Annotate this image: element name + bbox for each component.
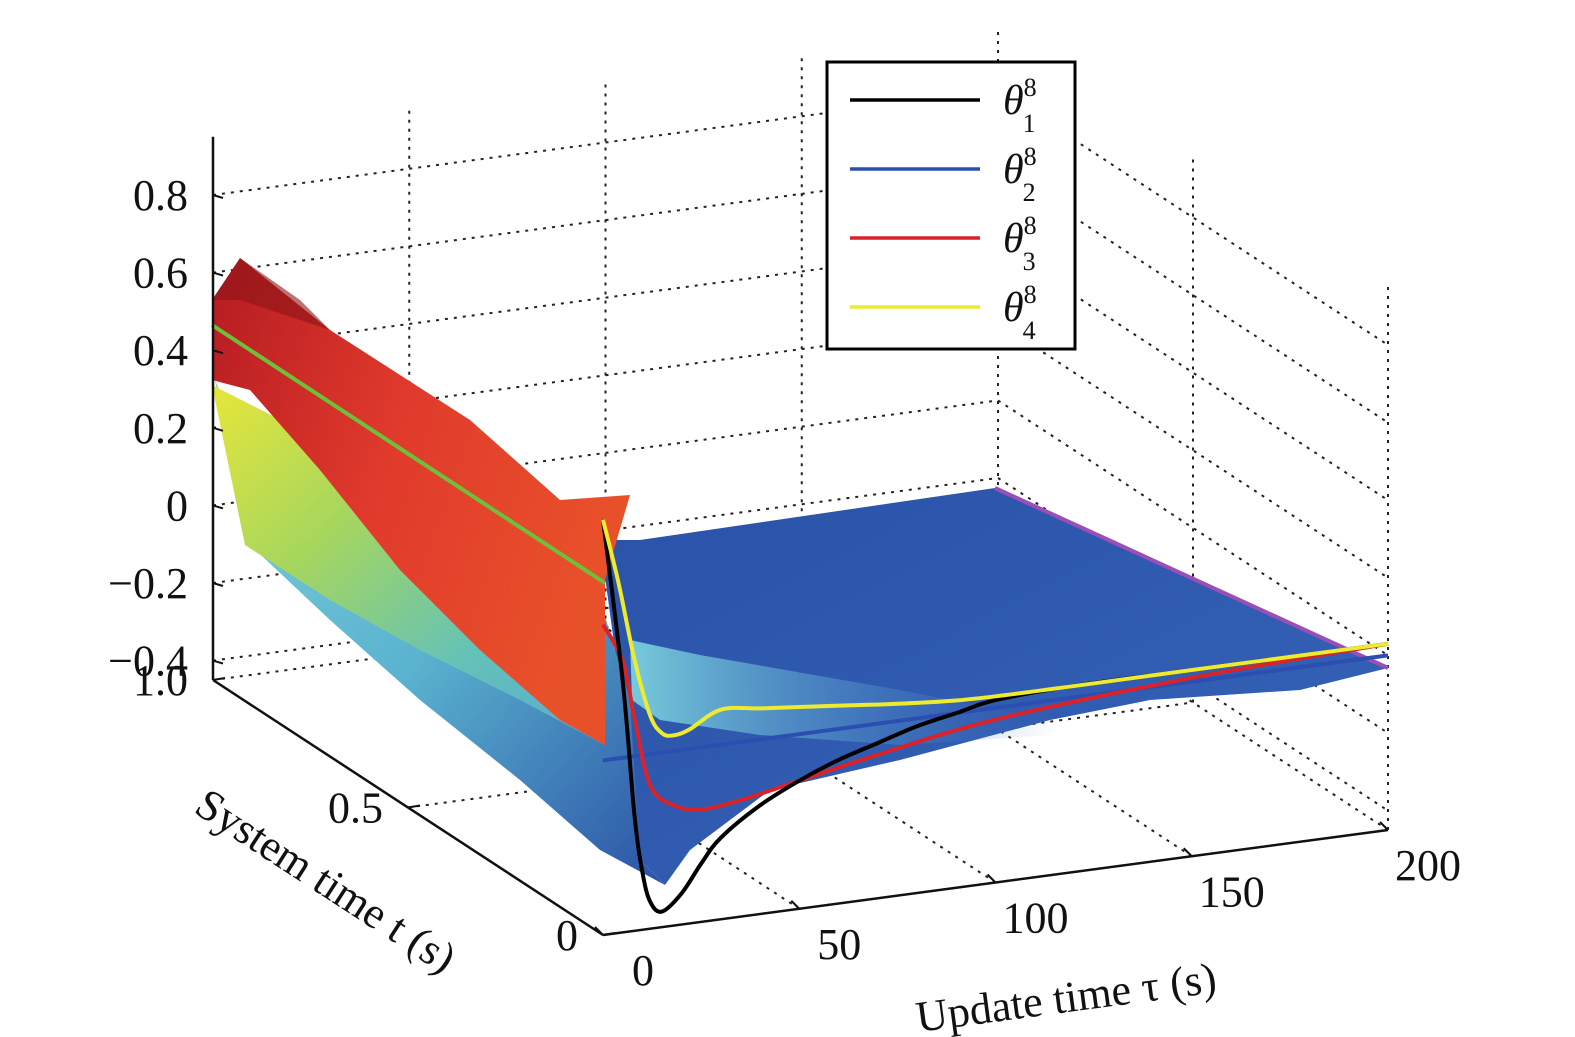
surface-ridge-line (210, 323, 607, 585)
series-line-3 (601, 623, 1389, 812)
y-tick-mark-1 (407, 804, 421, 809)
x-tick-label-1: 50 (817, 920, 861, 969)
surface-glow-ridge (630, 640, 1060, 745)
z-tick-label-6: 0.8 (133, 171, 188, 220)
x-tick-mark-1 (790, 900, 800, 910)
y-tick-label-2: 1.0 (133, 656, 188, 705)
x-tick-label-3: 150 (1199, 867, 1265, 916)
series-line-4 (601, 519, 1389, 738)
y-axis-label: System time t (s) (187, 779, 465, 983)
surface-back-edge (994, 486, 1389, 670)
x-tick-mark-3 (1183, 847, 1193, 857)
z-tick-mark-4 (212, 349, 224, 355)
z-tick-label-1: −0.2 (108, 559, 188, 608)
z-tick-mark-0 (212, 659, 224, 665)
x-tick-mark-4 (1379, 821, 1389, 831)
legend-label-2: θ8 2 (1003, 142, 1037, 207)
y-tick-label-1: 0.5 (328, 784, 383, 833)
legend-label-4: θ8 4 (1003, 280, 1037, 345)
z-tick-mark-3 (212, 426, 224, 432)
x-tick-label-4: 200 (1395, 841, 1461, 890)
surface-patch (210, 258, 1389, 885)
x-tick-label-2: 100 (1003, 894, 1069, 943)
grid-line-z-3 (212, 321, 1389, 579)
z-tick-label-4: 0.4 (133, 326, 188, 375)
grid-line-z-5 (212, 166, 1389, 424)
z-tick-mark-6 (212, 194, 224, 199)
y-tick-mark-0 (602, 932, 616, 936)
z-tick-label-5: 0.6 (133, 249, 188, 298)
x-tick-label-0: 0 (632, 946, 654, 995)
legend: θ8 1 θ8 2 θ8 3 θ8 4 (825, 60, 1077, 351)
z-tick-label-0: −0.4 (108, 637, 188, 686)
grid-line-z-6 (212, 88, 1389, 346)
z-tick-label-3: 0.2 (133, 404, 188, 453)
floor-grid-y-1 (407, 701, 1194, 809)
y-tick-label-0: 0 (556, 911, 578, 960)
x-tick-mark-0 (594, 926, 604, 936)
surface-dark-top-edge (212, 258, 330, 330)
surface-red-band (212, 258, 630, 745)
z-tick-mark-2 (212, 504, 224, 510)
legend-label-3: θ8 3 (1003, 211, 1037, 276)
x-axis-label: Update time τ (s) (913, 953, 1219, 1037)
series-line-2 (602, 653, 1389, 763)
y-tick-mark-2 (212, 677, 226, 681)
z-tick-mark-1 (212, 582, 224, 587)
z-tick-mark-5 (212, 271, 224, 277)
series-lines (601, 519, 1389, 914)
x-tick-mark-2 (986, 873, 997, 884)
surface-blue-floor (600, 488, 1388, 885)
legend-label-1: θ8 1 (1003, 73, 1037, 138)
grid-line-z-4 (212, 244, 1389, 502)
z-tick-label-2: 0 (166, 481, 188, 530)
legend-box (825, 60, 1077, 351)
